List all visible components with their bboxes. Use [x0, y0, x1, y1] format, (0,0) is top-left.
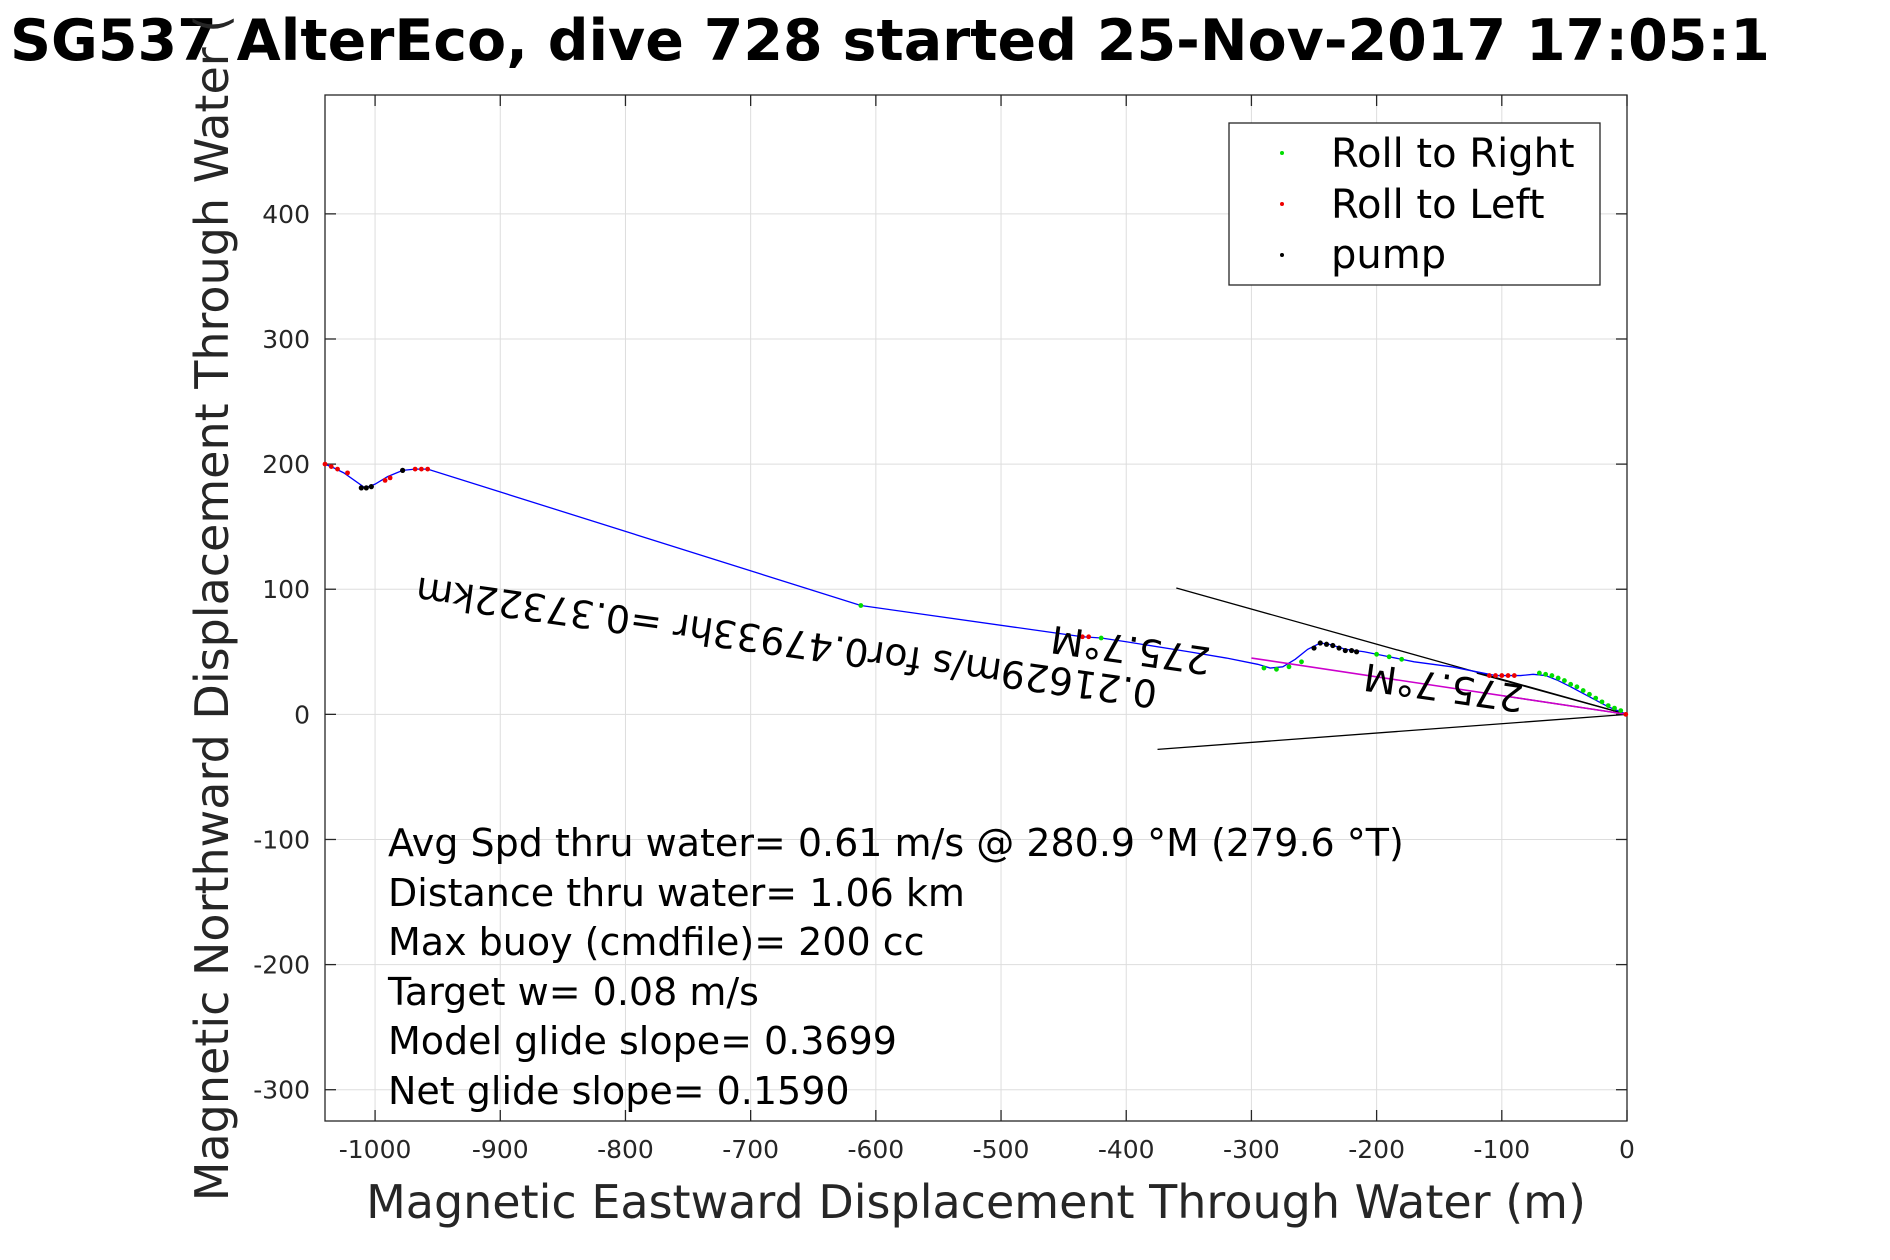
x-tick-label: -300 — [1223, 1135, 1280, 1164]
legend-box — [1228, 122, 1601, 286]
roll-left-point — [418, 466, 424, 472]
roll-left-point — [387, 475, 393, 481]
roll-left-point — [1623, 711, 1629, 717]
y-tick-label: 100 — [262, 575, 310, 604]
roll-right-point — [1605, 703, 1611, 708]
roll-right-point — [1555, 675, 1561, 681]
x-tick-label: -500 — [973, 1135, 1030, 1164]
roll-left-point — [1486, 673, 1492, 678]
roll-left-point — [382, 477, 388, 483]
roll-left-point — [1086, 634, 1092, 640]
x-tick-label: -400 — [1098, 1135, 1155, 1164]
pump-point — [400, 467, 406, 473]
roll-right-point — [1618, 708, 1624, 713]
x-tick-label: -900 — [472, 1135, 529, 1164]
roll-left-point — [1080, 634, 1085, 640]
magenta-line — [1251, 657, 1628, 716]
pump-point — [368, 484, 374, 490]
roll-left-point — [1511, 673, 1517, 678]
pump-point — [363, 485, 369, 491]
fan-line — [1157, 713, 1628, 751]
x-tick-label: -800 — [597, 1135, 654, 1164]
legend-label-roll-to-right: Roll to Right — [1331, 131, 1575, 177]
pump-point — [1336, 645, 1342, 651]
roll-right-point — [1386, 654, 1392, 660]
stat-avg-speed: Avg Spd thru water= 0.61 m/s @ 280.9 °M … — [388, 821, 1404, 865]
legend-swatch-roll-to-right — [1280, 151, 1284, 155]
x-axis-label: Magnetic Eastward Displacement Through W… — [366, 1175, 1586, 1229]
fan-line — [1476, 672, 1628, 715]
pump-point — [1317, 640, 1323, 646]
legend-swatch-pump — [1280, 253, 1284, 257]
roll-left-point — [1493, 673, 1498, 678]
x-tick-label: 0 — [1619, 1135, 1635, 1164]
stat-target-w: Target w= 0.08 m/s — [387, 970, 759, 1014]
roll-right-point — [1580, 688, 1586, 693]
roll-right-point — [1274, 666, 1279, 672]
roll-right-point — [858, 603, 864, 608]
pump-point — [1330, 642, 1336, 649]
pump-point — [1342, 647, 1348, 654]
pump-point — [1348, 647, 1355, 654]
roll-right-point — [1568, 681, 1574, 687]
pump-point — [1311, 645, 1317, 651]
roll-right-point — [1536, 670, 1542, 676]
roll-left-point — [1505, 673, 1511, 678]
roll-left-point — [412, 466, 418, 472]
x-tick-label: -700 — [722, 1135, 779, 1164]
stats-block: Avg Spd thru water= 0.61 m/s @ 280.9 °M … — [387, 821, 1404, 1113]
y-tick-label: -200 — [253, 951, 310, 980]
roll-right-point — [1374, 651, 1380, 657]
roll-right-point — [1612, 705, 1617, 711]
roll-right-point — [1599, 699, 1605, 705]
roll-right-point — [1399, 656, 1405, 662]
x-axis-ticks: -1000 -900 -800 -700 -600 -500 -400 -300 -200 -10… — [339, 95, 1635, 1164]
chart-title: SG537 AlterEco, dive 728 started 25-Nov-… — [10, 8, 1770, 74]
y-tick-label: -100 — [253, 825, 310, 854]
x-tick-label: -1000 — [339, 1135, 412, 1164]
pump-point — [358, 485, 364, 491]
roll-left-point — [1499, 673, 1505, 678]
roll-right-point — [1286, 664, 1292, 670]
stat-net-glide-slope: Net glide slope= 0.1590 — [388, 1069, 850, 1113]
roll-left-point — [425, 466, 431, 472]
roll-right-point — [1587, 691, 1592, 697]
y-tick-label: 300 — [262, 325, 310, 354]
stat-model-glide-slope: Model glide slope= 0.3699 — [388, 1019, 897, 1063]
x-tick-label: -100 — [1473, 1135, 1530, 1164]
legend-label-pump: pump — [1331, 232, 1446, 278]
x-tick-label: -600 — [847, 1135, 904, 1164]
pump-point — [1323, 641, 1330, 647]
roll-right-point — [1543, 671, 1549, 677]
roll-left-point — [345, 470, 350, 476]
roll-right-point — [1299, 659, 1304, 665]
pump-point — [1353, 649, 1360, 655]
legend-swatch-roll-to-left — [1280, 202, 1284, 206]
y-tick-label: 0 — [294, 700, 310, 729]
stat-max-buoy: Max buoy (cmdfile)= 200 cc — [388, 920, 925, 964]
y-tick-label: -300 — [253, 1076, 310, 1105]
legend-label-roll-to-left: Roll to Left — [1331, 182, 1545, 228]
legend: Roll to Right Roll to Left pump — [1228, 122, 1601, 286]
roll-right-point — [1562, 678, 1567, 683]
roll-right-point — [1593, 695, 1599, 701]
stat-distance: Distance thru water= 1.06 km — [388, 871, 965, 915]
roll-right-point — [1261, 665, 1267, 671]
roll-left-point — [322, 461, 328, 467]
roll-right-point — [1549, 673, 1555, 678]
roll-right-point — [1098, 635, 1104, 641]
y-tick-label: 400 — [262, 200, 310, 229]
y-tick-label: 200 — [262, 450, 310, 479]
roll-left-point — [328, 464, 334, 470]
x-tick-label: -200 — [1348, 1135, 1405, 1164]
chart-points — [322, 461, 1629, 717]
roll-left-point — [335, 466, 340, 472]
roll-right-point — [1574, 684, 1580, 690]
plot-frame — [324, 94, 1628, 1122]
y-axis-ticks: -300 -200 -100 0 100 200 300 400 — [253, 200, 1627, 1105]
y-axis-label: Magnetic Northward Displacement Through … — [185, 15, 239, 1201]
